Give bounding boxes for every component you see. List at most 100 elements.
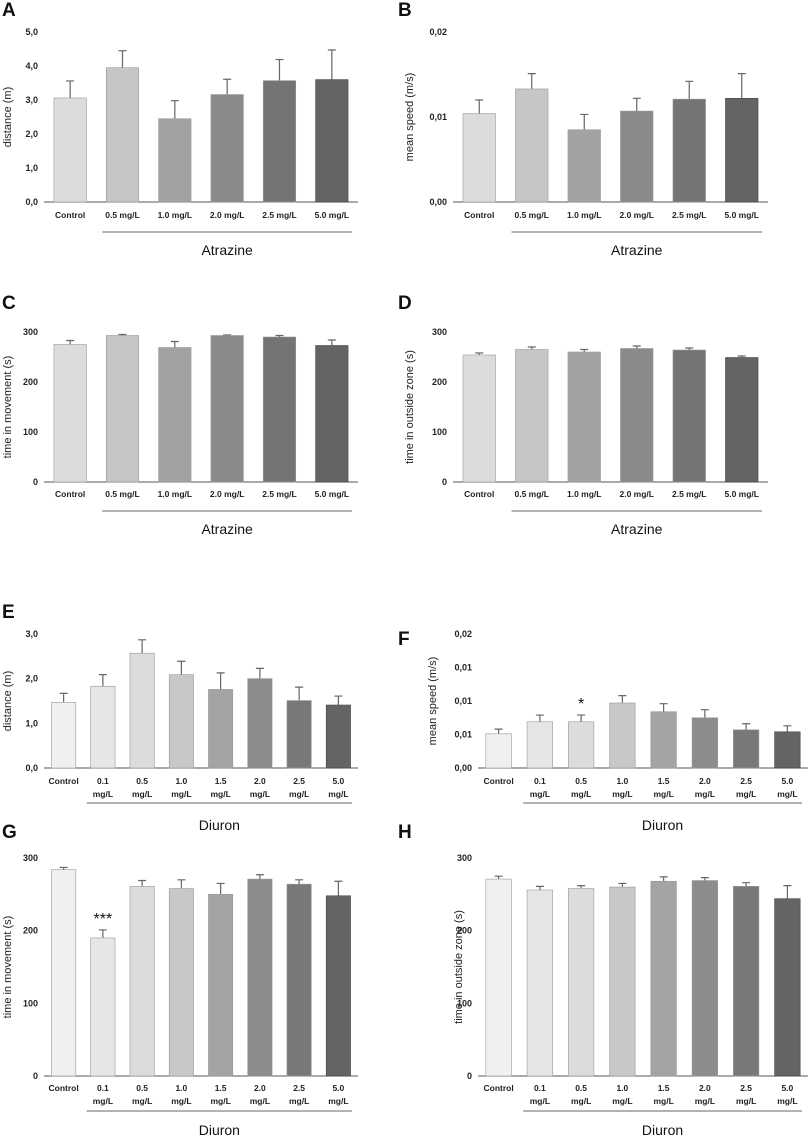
bar-3 — [168, 674, 194, 769]
error-bar — [475, 99, 484, 114]
y-tick-label: 100 — [23, 427, 38, 437]
x-tick-label: 1.5 mg/L — [653, 776, 673, 799]
y-tick-label: 200 — [23, 926, 38, 936]
panel-letter: C — [2, 293, 16, 314]
y-axis-label: mean speed (m/s) — [427, 657, 439, 746]
y-tick-label: 300 — [432, 327, 447, 337]
error-bar — [98, 674, 107, 687]
x-tick-label: 2.0 mg/L — [210, 210, 244, 220]
bar-4 — [650, 711, 677, 769]
x-tick-label: 5.0 mg/L — [315, 210, 349, 220]
bar-5 — [247, 878, 273, 1077]
x-tick-label: 2.0 mg/L — [620, 489, 654, 499]
bar-3 — [210, 94, 244, 203]
x-tick-label: 2.5 mg/L — [289, 776, 309, 799]
bar-6 — [286, 883, 312, 1077]
bar-5 — [691, 717, 718, 769]
error-bar — [527, 346, 536, 350]
bar-3 — [620, 348, 654, 483]
error-bar — [59, 692, 68, 703]
error-bar — [295, 686, 304, 701]
group-label: Atrazine — [201, 521, 253, 537]
bar-1 — [90, 685, 116, 769]
panel-letter: A — [2, 0, 16, 21]
y-tick-label: 5,0 — [25, 27, 38, 37]
x-tick-label: 0.5 mg/L — [132, 1083, 152, 1106]
significance-marker: *** — [94, 911, 113, 928]
bar-5 — [315, 345, 349, 483]
bar-0 — [51, 869, 77, 1077]
error-bar — [632, 97, 641, 112]
bar-7 — [325, 704, 351, 769]
error-bar — [327, 339, 336, 346]
bar-1 — [526, 721, 553, 769]
bar-3 — [210, 335, 244, 483]
error-bar — [275, 58, 284, 81]
x-tick-label: 1.0 mg/L — [567, 210, 601, 220]
error-bar — [618, 695, 627, 704]
bar-0 — [462, 354, 496, 483]
bar-4 — [208, 894, 234, 1077]
bar-0 — [53, 344, 87, 483]
error-bar — [98, 929, 107, 938]
bar-7 — [325, 895, 351, 1077]
error-bar — [700, 709, 709, 718]
error-bar — [618, 882, 627, 888]
y-tick-label: 0,01 — [454, 663, 472, 673]
bar-1 — [105, 335, 140, 483]
bar-4 — [650, 880, 677, 1077]
error-bar — [59, 866, 68, 870]
bar-4 — [208, 689, 234, 769]
error-bar — [138, 639, 147, 654]
bar-3 — [168, 888, 194, 1077]
x-tick-label: 0.5 mg/L — [571, 1083, 591, 1106]
x-tick-label: 2.0 mg/L — [695, 1083, 715, 1106]
error-bar — [223, 78, 232, 95]
bar-3 — [609, 886, 636, 1077]
error-bar — [170, 100, 179, 119]
x-tick-label: Control — [55, 210, 85, 220]
x-tick-label: 1.5 mg/L — [210, 776, 230, 799]
panel-letter: B — [398, 0, 412, 21]
x-tick-label: 0.5 mg/L — [571, 776, 591, 799]
error-bar — [177, 879, 186, 889]
bar-5 — [691, 880, 718, 1077]
x-tick-label: 0.5 mg/L — [105, 489, 139, 499]
x-tick-label: 5.0 mg/L — [777, 1083, 797, 1106]
error-bar — [580, 348, 589, 352]
bar-1 — [515, 88, 549, 203]
error-bar — [535, 885, 544, 890]
group-label: Diuron — [642, 1122, 683, 1138]
x-tick-label: 5.0 mg/L — [328, 776, 348, 799]
error-bar — [327, 49, 336, 80]
group-label: Atrazine — [611, 242, 663, 258]
error-bar — [334, 880, 343, 896]
error-bar — [659, 703, 668, 712]
bar-1 — [90, 937, 116, 1077]
y-axis-label: time in outside zone (s) — [453, 910, 465, 1024]
bar-1 — [526, 889, 553, 1077]
x-tick-label: 1.0 mg/L — [171, 776, 191, 799]
y-axis-label: mean speed (m/s) — [404, 73, 416, 162]
x-tick-label: Control — [484, 776, 514, 786]
x-tick-label: 2.0 mg/L — [250, 1083, 270, 1106]
bar-5 — [247, 678, 273, 769]
y-tick-label: 0,00 — [454, 763, 472, 773]
y-tick-label: 0 — [33, 477, 38, 487]
y-tick-label: 200 — [457, 926, 472, 936]
group-label: Diuron — [199, 817, 240, 833]
bar-1 — [515, 349, 549, 483]
x-tick-label: Control — [464, 210, 494, 220]
y-axis-label: distance (m) — [2, 671, 14, 732]
panel-letter: H — [398, 822, 412, 843]
error-bar — [659, 876, 668, 882]
x-tick-label: 0.5 mg/L — [132, 776, 152, 799]
error-bar — [118, 50, 127, 68]
error-bar — [577, 885, 586, 889]
